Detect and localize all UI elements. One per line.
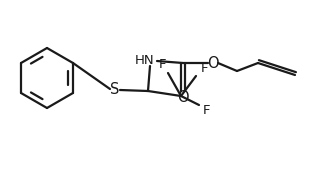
Text: F: F (200, 62, 208, 75)
Text: HN: HN (135, 55, 155, 68)
Text: F: F (203, 103, 211, 116)
Text: O: O (207, 56, 219, 70)
Text: F: F (159, 58, 167, 71)
Text: O: O (177, 90, 189, 106)
Text: S: S (110, 82, 120, 97)
